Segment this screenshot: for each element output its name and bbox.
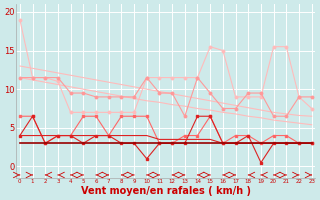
- X-axis label: Vent moyen/en rafales ( km/h ): Vent moyen/en rafales ( km/h ): [81, 186, 251, 196]
